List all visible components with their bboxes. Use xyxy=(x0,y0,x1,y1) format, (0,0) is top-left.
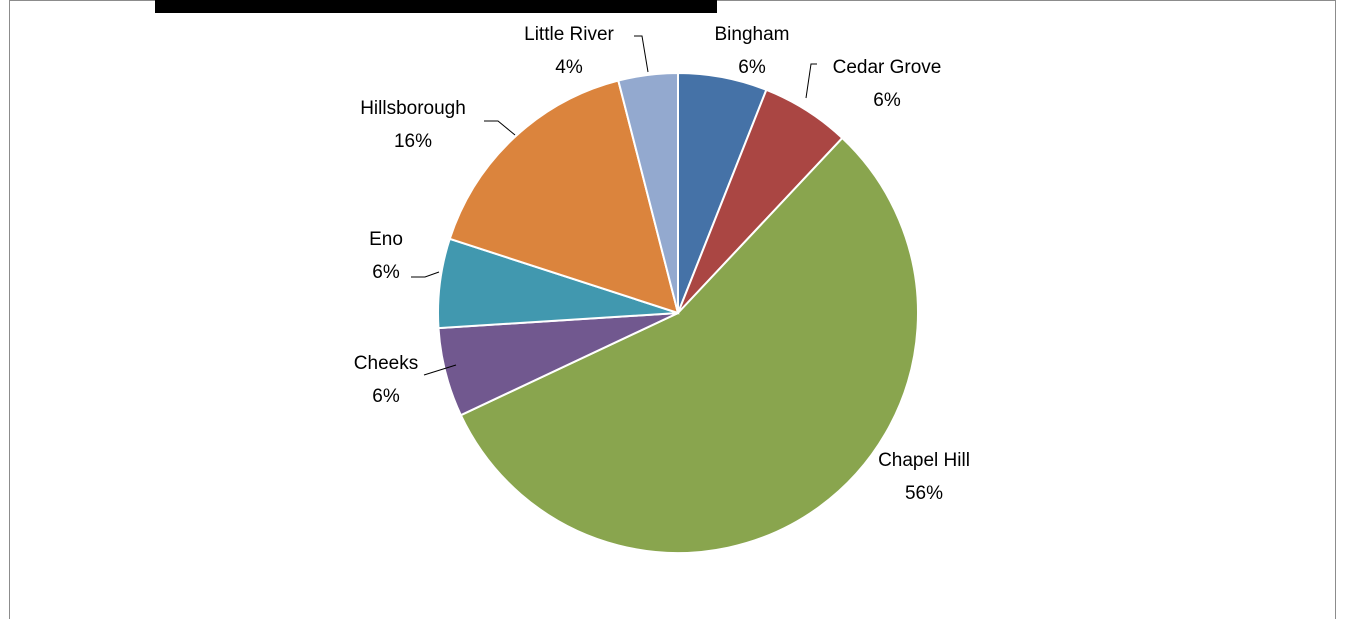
pie-slices xyxy=(437,71,919,554)
slice-label-little-river: Little River xyxy=(524,24,614,45)
leader-line-little-river xyxy=(634,35,649,73)
slice-percent-little-river: 4% xyxy=(555,57,583,78)
slice-percent-cheeks: 6% xyxy=(372,386,400,407)
pie-slice-chapel-hill xyxy=(459,136,919,554)
slice-percent-chapel-hill: 56% xyxy=(905,483,943,504)
slice-label-hillsborough: Hillsborough xyxy=(360,98,466,119)
pie-slice-little-river xyxy=(617,71,679,314)
header-bar xyxy=(155,0,717,13)
slice-label-bingham: Bingham xyxy=(715,24,790,45)
slice-label-cheeks: Cheeks xyxy=(354,353,418,374)
pie-slice-hillsborough xyxy=(448,79,680,315)
slice-percent-eno: 6% xyxy=(372,262,400,283)
leader-line-cheeks xyxy=(423,364,457,376)
slice-percent-cedar-grove: 6% xyxy=(873,90,901,111)
leader-line-cedar-grove xyxy=(805,63,817,99)
slice-percent-hillsborough: 16% xyxy=(394,131,432,152)
leader-lines xyxy=(411,35,817,376)
slice-label-cedar-grove: Cedar Grove xyxy=(833,57,942,78)
slice-label-chapel-hill: Chapel Hill xyxy=(878,450,970,471)
slice-percent-bingham: 6% xyxy=(738,57,766,78)
pie-labels: Bingham 6% Cedar Grove 6% Chapel Hill 56% Chee… xyxy=(354,24,970,504)
leader-line-hillsborough xyxy=(484,120,516,136)
slice-label-eno: Eno xyxy=(369,229,403,250)
leader-line-eno xyxy=(411,271,440,278)
